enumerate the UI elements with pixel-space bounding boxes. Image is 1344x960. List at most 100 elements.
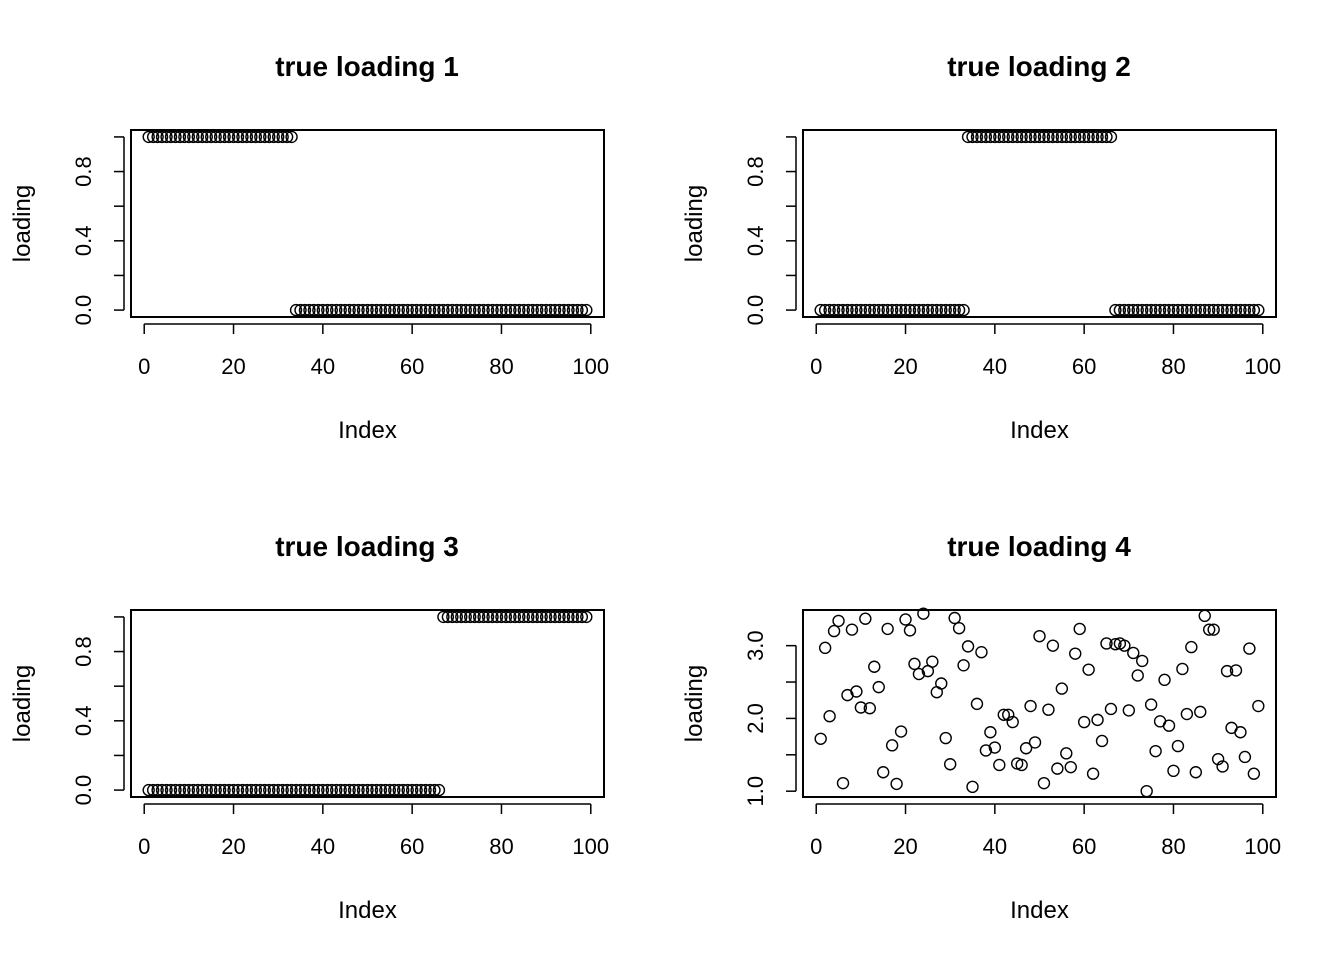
data-point [1104, 702, 1118, 716]
data-point [1033, 130, 1046, 144]
data-point [397, 303, 410, 317]
data-point [160, 130, 173, 144]
data-point [1046, 130, 1060, 144]
data-point [1202, 623, 1216, 636]
data-point [1252, 699, 1265, 713]
data-point [836, 776, 850, 790]
data-point [903, 624, 917, 637]
x-tick-label: 40 [311, 834, 335, 859]
data-point [330, 303, 343, 317]
data-point [245, 130, 258, 144]
data-point [1019, 742, 1033, 755]
data-point [356, 303, 370, 317]
data-point [450, 303, 464, 317]
data-point [553, 610, 566, 624]
data-point [1162, 303, 1176, 317]
data-point [1167, 303, 1180, 317]
data-point [1006, 130, 1019, 144]
data-point [1113, 303, 1127, 317]
data-point [571, 610, 584, 624]
data-point [526, 610, 539, 624]
data-point [374, 783, 388, 797]
data-point [832, 614, 845, 628]
data-point [1238, 303, 1252, 317]
data-point [209, 130, 222, 144]
data-point [872, 303, 885, 317]
data-point [227, 130, 240, 144]
data-point [1109, 303, 1122, 317]
data-point [254, 783, 267, 797]
data-point [392, 303, 405, 317]
data-point [1086, 130, 1100, 144]
data-point [486, 303, 499, 317]
data-point [1225, 303, 1238, 317]
data-point [1055, 682, 1069, 695]
data-point [245, 783, 258, 797]
x-tick-label: 0 [138, 354, 150, 379]
data-point [863, 702, 877, 715]
data-point [935, 303, 948, 317]
data-point [1140, 303, 1153, 317]
data-point [1158, 673, 1171, 687]
data-point [1211, 752, 1225, 766]
x-tick-label: 20 [221, 834, 245, 859]
data-point [1086, 767, 1100, 780]
data-point [155, 783, 169, 797]
data-point [249, 783, 263, 797]
data-point [553, 303, 566, 317]
data-point [1180, 707, 1194, 721]
data-point [191, 783, 205, 797]
data-point [859, 612, 872, 625]
data-point [490, 610, 504, 624]
data-point [580, 303, 593, 317]
data-point [1100, 130, 1113, 144]
data-point [236, 130, 249, 144]
data-point [894, 303, 908, 317]
y-axis-label: loading [9, 665, 36, 742]
data-point [850, 303, 863, 317]
data-point [1247, 303, 1261, 317]
data-point [939, 731, 952, 745]
data-point [1019, 130, 1033, 144]
data-point [1149, 744, 1162, 758]
data-point [1194, 303, 1207, 317]
data-point [926, 303, 939, 317]
y-tick-label: 0.4 [71, 706, 96, 737]
data-point [388, 303, 401, 317]
data-point [854, 303, 868, 317]
data-point [1122, 303, 1136, 317]
data-point [522, 303, 535, 317]
data-point [885, 739, 899, 752]
data-point [1220, 664, 1234, 678]
data-point [352, 303, 365, 317]
data-point [1171, 303, 1185, 317]
data-point [566, 303, 580, 317]
data-point [859, 303, 872, 317]
data-point [401, 303, 414, 317]
data-point [1194, 705, 1207, 719]
data-point [410, 303, 423, 317]
data-point [499, 303, 513, 317]
data-point [1095, 734, 1109, 748]
data-point [1185, 303, 1198, 317]
x-axis-label: Index [1010, 417, 1069, 444]
data-point [455, 303, 468, 317]
data-point [267, 130, 280, 144]
data-point [486, 610, 499, 624]
data-point [1185, 640, 1198, 654]
data-point [1069, 647, 1082, 660]
data-point [912, 667, 926, 681]
data-point [580, 610, 593, 624]
data-point [196, 783, 209, 797]
data-point [544, 610, 557, 624]
data-point [307, 783, 321, 797]
data-point [1006, 715, 1019, 729]
data-point [530, 303, 544, 317]
data-point [441, 610, 455, 624]
data-point [517, 610, 530, 624]
data-point [446, 303, 459, 317]
data-point [997, 130, 1010, 144]
x-tick-label: 100 [1244, 834, 1281, 859]
data-point [1180, 303, 1194, 317]
